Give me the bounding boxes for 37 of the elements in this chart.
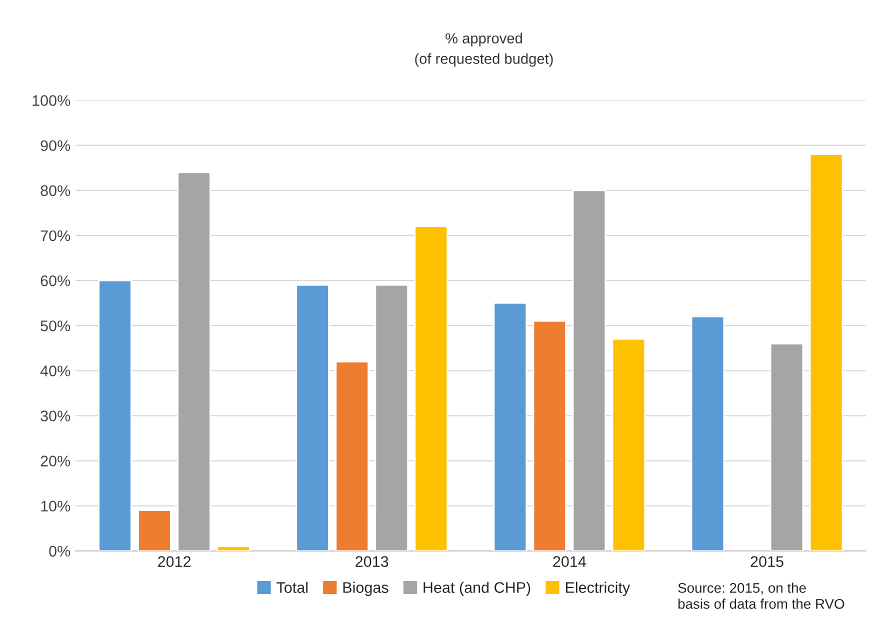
bar [532,320,567,551]
bar [690,316,725,551]
y-tick-label: 50% [40,320,70,332]
bar [216,546,250,551]
x-tick-label: 2014 [553,556,586,567]
bar [177,172,211,551]
bar [809,154,844,551]
y-tick-label: 70% [40,230,70,242]
chart-title: % approved [446,32,522,46]
bar [98,280,132,551]
x-tick-label: 2013 [356,556,388,567]
x-tick-label: 2012 [158,556,190,567]
bar [138,510,172,551]
bar [296,284,330,551]
legend-label: Total [276,582,308,593]
source-note: Source: 2015, on the basis of data from the RVO [678,582,844,609]
bar [414,226,448,551]
y-tick-label: 20% [40,456,70,466]
bar [374,284,409,551]
legend-label: Biogas [343,582,388,596]
legend-label: Heat (and CHP) [424,582,530,596]
y-tick-label: 80% [40,185,70,196]
bar [335,360,369,551]
y-tick-label: 100% [32,95,70,106]
bar [493,302,528,551]
y-tick-label: 30% [40,410,70,422]
bar [572,190,606,551]
y-tick-label: 60% [40,275,70,286]
y-tick-label: 40% [40,366,70,376]
bar [612,338,646,551]
y-tick-label: 0% [49,546,70,557]
legend-label: Electricity [566,582,630,596]
x-tick-label: 2015 [750,556,784,567]
y-tick-label: 10% [41,500,70,512]
y-tick-label: 90% [40,140,70,152]
chart-subtitle: (of requested budget) [415,53,553,67]
bar [770,342,804,551]
